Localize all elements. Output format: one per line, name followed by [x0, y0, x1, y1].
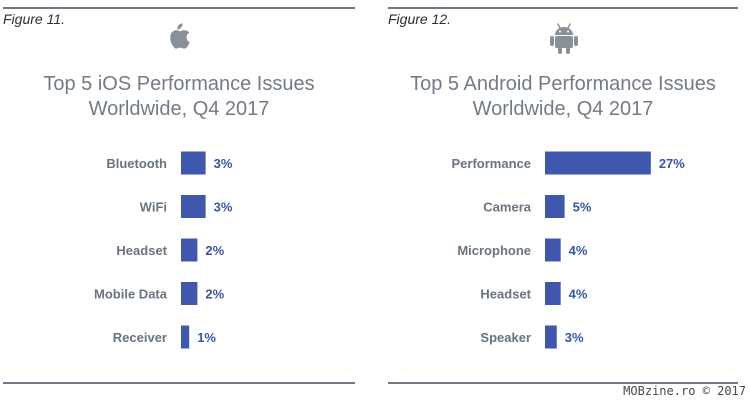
- figure-label: Figure 12.: [388, 11, 452, 27]
- ios-bar-chart: Bluetooth 3% WiFi 3% Headset 2% Mobile Data 2% R…: [94, 151, 233, 349]
- value-label: 3%: [565, 330, 584, 345]
- category-label: Headset: [116, 243, 167, 258]
- category-label: Bluetooth: [106, 156, 167, 171]
- chart-title-line-1: Top 5 Android Performance Issues: [410, 73, 716, 95]
- chart-title-line-1: Top 5 iOS Performance Issues: [43, 73, 315, 95]
- category-label: Camera: [483, 200, 531, 215]
- figure-label: Figure 11.: [3, 11, 65, 27]
- bottom-rule: [388, 382, 738, 384]
- bar: [545, 282, 561, 305]
- category-label: Microphone: [457, 243, 531, 258]
- android-figure-panel: Figure 12. Top 5 Android Performance Iss…: [388, 0, 738, 401]
- category-label: Receiver: [113, 330, 167, 345]
- category-label: Mobile Data: [94, 287, 168, 302]
- android-bar-chart: Performance 27% Camera 5% Microphone 4% Headse…: [452, 151, 685, 349]
- android-logo-icon: [550, 23, 578, 54]
- category-label: Speaker: [480, 330, 531, 345]
- category-label: WiFi: [140, 200, 167, 215]
- watermark: MOBzine.ro © 2017: [623, 384, 746, 398]
- bar: [545, 238, 561, 262]
- category-label: Performance: [452, 156, 531, 171]
- value-label: 27%: [659, 156, 685, 171]
- bar: [545, 151, 651, 175]
- ios-figure-panel: Figure 11. Top 5 iOS Performance Issues …: [3, 0, 355, 401]
- bar: [545, 325, 557, 349]
- value-label: 3%: [214, 156, 233, 171]
- bar: [181, 238, 198, 262]
- value-label: 1%: [197, 330, 216, 345]
- value-label: 2%: [205, 243, 224, 258]
- bar: [181, 325, 190, 349]
- value-label: 2%: [205, 287, 224, 302]
- value-label: 3%: [214, 200, 233, 215]
- top-rule: [3, 7, 355, 9]
- bar: [545, 195, 565, 218]
- category-label: Headset: [480, 287, 531, 302]
- chart-title-line-2: Worldwide, Q4 2017: [88, 98, 270, 120]
- top-rule: [388, 7, 738, 9]
- chart-title: Top 5 iOS Performance Issues Worldwide, …: [3, 72, 355, 122]
- bar: [181, 195, 206, 218]
- value-label: 5%: [573, 200, 592, 215]
- value-label: 4%: [569, 287, 588, 302]
- bar: [181, 151, 206, 175]
- bottom-rule: [3, 382, 355, 384]
- value-label: 4%: [569, 243, 588, 258]
- apple-logo-icon: [170, 23, 190, 49]
- chart-title: Top 5 Android Performance Issues Worldwi…: [388, 72, 738, 122]
- bar: [181, 282, 198, 305]
- chart-title-line-2: Worldwide, Q4 2017: [472, 98, 654, 120]
